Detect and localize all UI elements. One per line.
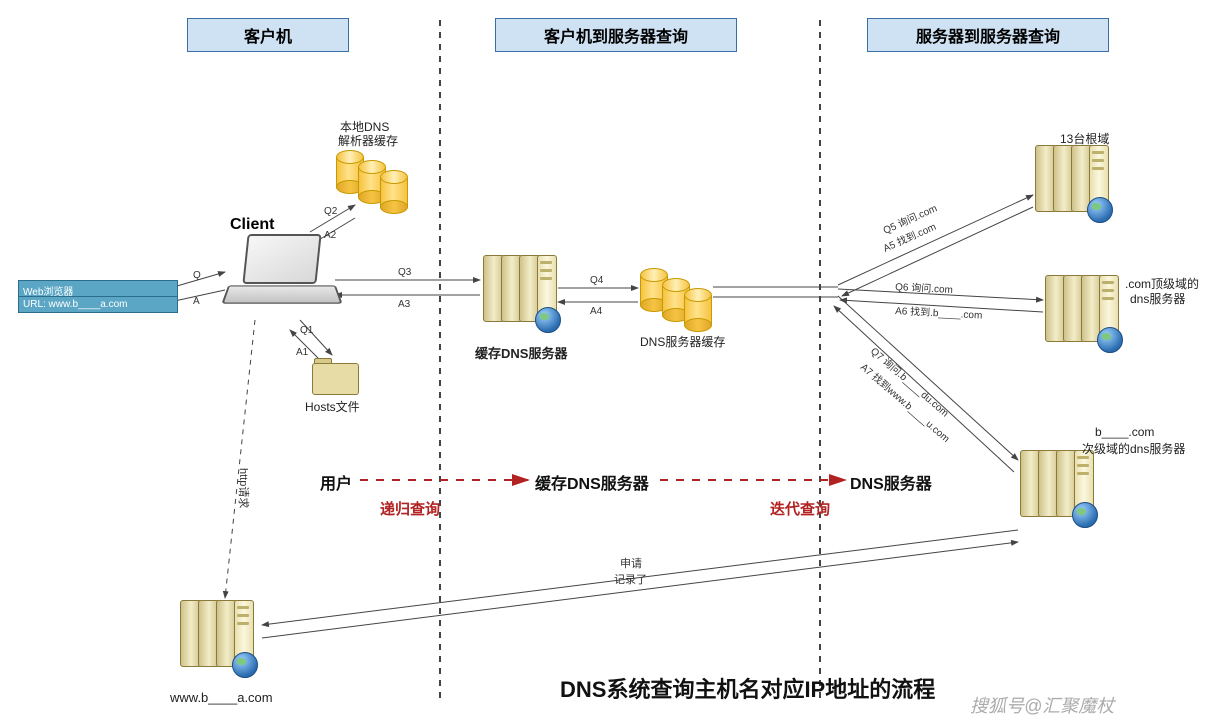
client-title: Client — [230, 216, 274, 234]
auth-l1: b____.com — [1095, 425, 1154, 439]
origin-server-icon — [180, 600, 250, 685]
folder-icon — [312, 358, 357, 393]
auth-server-icon — [1020, 450, 1090, 535]
tld-l2: dns服务器 — [1130, 290, 1185, 307]
lbl-A4: A4 — [590, 306, 603, 317]
lbl-A: A — [193, 296, 200, 307]
http-down — [225, 320, 255, 598]
lbl-http: http请求 — [237, 468, 250, 508]
root-server-icon — [1035, 145, 1105, 230]
lbl-Q3: Q3 — [398, 267, 412, 278]
header-s2s: 服务器到服务器查询 — [867, 18, 1109, 52]
lbl-Q4: Q4 — [590, 275, 604, 286]
flow-dns: DNS服务器 — [850, 470, 932, 494]
laptop-icon — [225, 234, 335, 314]
watermark: 搜狐号@汇聚魔杖 — [970, 692, 1114, 716]
diagram-stage: { "canvas":{"w":1222,"h":716,"bg":"#ffff… — [0, 0, 1222, 716]
cyl2-3 — [684, 288, 710, 332]
cache-server-label: 缓存DNS服务器 — [475, 343, 567, 362]
web-browser-line2: URL: www.b____a.com — [18, 296, 178, 313]
arrow-A5 — [842, 207, 1033, 296]
cache-server-icon — [483, 255, 553, 340]
dns-cache2-label: DNS服务器缓存 — [640, 333, 725, 350]
auth-l2: 次级域的dns服务器 — [1082, 440, 1185, 457]
diagram-title: DNS系统查询主机名对应IP地址的流程 — [560, 672, 935, 704]
lbl-Q6: Q6 询问.com — [895, 280, 953, 296]
hosts-label: Hosts文件 — [305, 398, 360, 415]
lbl-Q2: Q2 — [324, 206, 338, 217]
lbl-apply1: 申请 — [620, 557, 642, 570]
lbl-A1: A1 — [296, 347, 309, 358]
lbl-A6: A6 找到.b____.com — [895, 304, 983, 322]
lbl-Q1: Q1 — [300, 325, 314, 336]
flow-iterative: 迭代查询 — [770, 498, 830, 519]
origin-label: www.b____a.com — [170, 690, 273, 705]
arrow-Q7 — [838, 296, 1018, 460]
apply-2 — [262, 542, 1018, 638]
lbl-Q: Q — [193, 270, 201, 281]
lbl-A3: A3 — [398, 299, 411, 310]
lbl-apply2: 记录了 — [614, 573, 647, 586]
header-client: 客户机 — [187, 18, 349, 52]
cyl-3 — [380, 170, 406, 214]
header-c2s: 客户机到服务器查询 — [495, 18, 737, 52]
tld-server-icon — [1045, 275, 1115, 360]
flow-recursive: 递归查询 — [380, 498, 440, 519]
local-cache-l2: 解析器缓存 — [338, 132, 398, 149]
flow-cache: 缓存DNS服务器 — [535, 470, 649, 494]
flow-user: 用户 — [320, 470, 352, 494]
